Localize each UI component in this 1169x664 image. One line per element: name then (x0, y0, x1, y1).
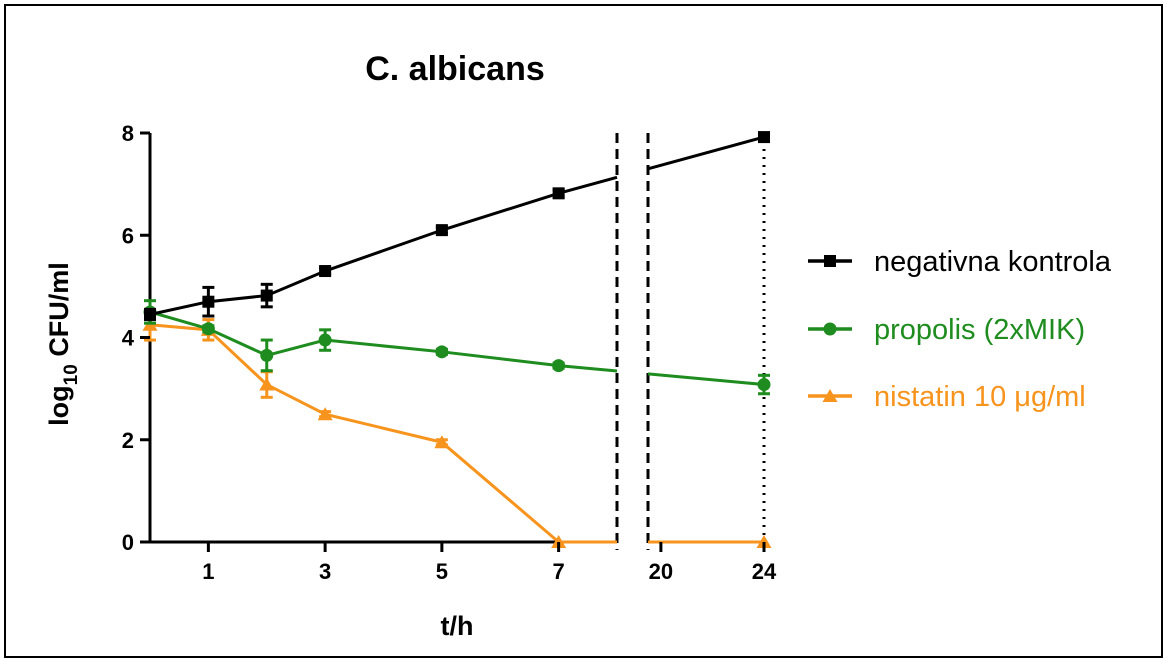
series-0 (144, 131, 770, 322)
data-point (756, 535, 772, 548)
data-point (318, 333, 332, 347)
x-tick-label: 1 (202, 559, 214, 584)
x-axis-label: t/h (441, 611, 474, 641)
x-tick-label: 24 (752, 559, 777, 584)
series-line-right (647, 372, 765, 387)
data-point (259, 377, 275, 391)
series-line-right (647, 135, 765, 171)
y-axis-label-main: log (44, 385, 74, 426)
x-tick-label: 7 (553, 559, 565, 584)
y-ticks: 0 2 4 6 8 (122, 121, 150, 555)
data-point (319, 265, 332, 278)
data-point (552, 359, 566, 373)
x-tick-label: 20 (649, 559, 673, 584)
y-axis-label-sub: 10 (61, 364, 82, 385)
series-line-left (149, 175, 618, 316)
legend-swatch-marker (822, 389, 838, 402)
series-1 (143, 299, 771, 396)
y-tick-label: 4 (122, 326, 135, 351)
data-point (757, 378, 771, 392)
x-tick-label: 5 (436, 559, 448, 584)
data-point (551, 535, 567, 548)
chart-title: C. albicans (365, 50, 545, 88)
data-point (260, 289, 273, 302)
y-tick-label: 8 (122, 121, 134, 146)
series-line-left (149, 323, 617, 544)
data-point (435, 345, 449, 359)
data-point (758, 131, 770, 144)
data-point (435, 224, 448, 237)
y-axis-label-rest: CFU/ml (44, 262, 74, 364)
data-point (144, 308, 156, 321)
legend-label: nistatin 10 μg/ml (874, 381, 1086, 413)
x-tick-label: 3 (319, 559, 331, 584)
legend-swatch-marker (824, 255, 836, 267)
legend-label: negativna kontrola (874, 246, 1112, 278)
data-point (552, 187, 565, 200)
data-point (434, 435, 450, 449)
y-tick-label: 6 (122, 223, 134, 248)
legend: negativna kontrola propolis (2xMIK) nistat… (808, 246, 1112, 413)
series-group (142, 131, 772, 548)
y-tick-label: 0 (122, 530, 134, 555)
x-ticks: 1 3 5 7 20 24 (202, 542, 777, 584)
data-point (202, 295, 215, 308)
series-2 (142, 307, 772, 548)
data-point (260, 348, 274, 362)
y-axis-label: log10 CFU/ml (44, 262, 82, 426)
data-point (201, 322, 215, 336)
break-guides (615, 133, 766, 550)
legend-swatch-marker (823, 322, 837, 336)
data-point (317, 407, 333, 421)
axes (148, 133, 766, 544)
legend-label: propolis (2xMIK) (874, 314, 1085, 346)
y-tick-label: 2 (122, 428, 134, 453)
